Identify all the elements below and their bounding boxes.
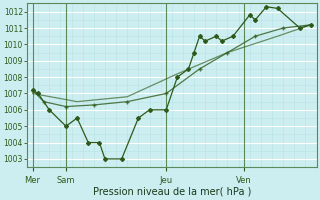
X-axis label: Pression niveau de la mer( hPa ): Pression niveau de la mer( hPa )	[92, 187, 251, 197]
